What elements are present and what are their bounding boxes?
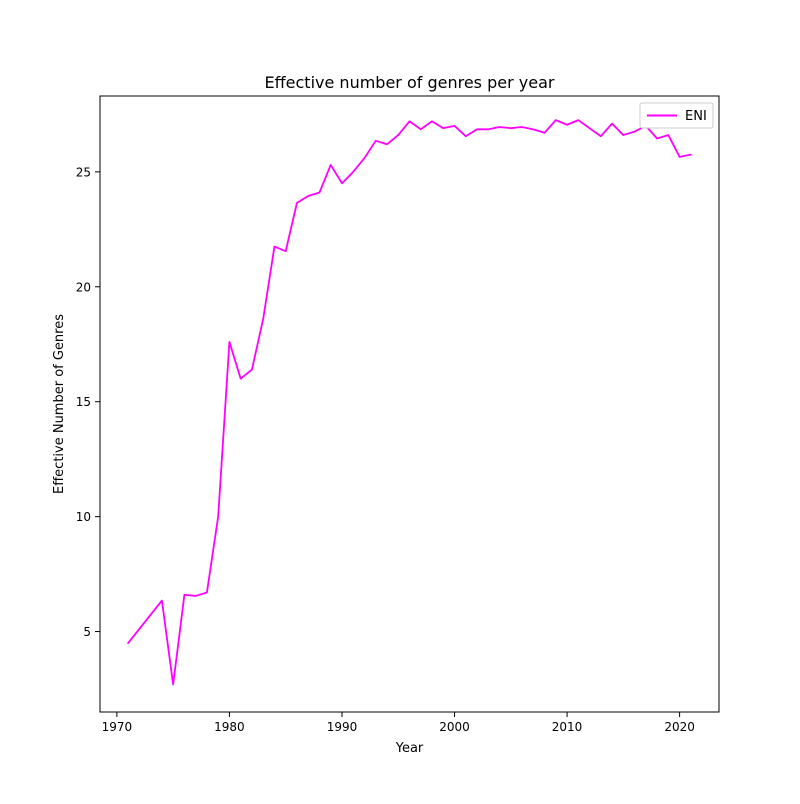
- y-tick-label: 20: [76, 280, 91, 294]
- y-tick-label: 15: [76, 395, 91, 409]
- x-tick-label: 1970: [102, 720, 133, 734]
- y-tick-label: 25: [76, 165, 91, 179]
- x-tick-label: 2020: [664, 720, 695, 734]
- series-layer: [127, 119, 692, 686]
- x-tick-label: 1990: [327, 720, 358, 734]
- y-axis: 5 10 15 20 25: [76, 165, 100, 639]
- x-axis: 1970 1980 1990 2000 2010 2020: [102, 712, 695, 734]
- y-tick-label: 5: [83, 625, 91, 639]
- x-tick-label: 2010: [552, 720, 583, 734]
- x-axis-label: Year: [395, 741, 424, 756]
- x-tick-label: 1980: [214, 720, 245, 734]
- series-line-eni: [127, 119, 692, 686]
- chart-title: Effective number of genres per year: [265, 73, 555, 92]
- y-tick-label: 10: [76, 510, 91, 524]
- y-axis-label: Effective Number of Genres: [52, 314, 67, 494]
- legend: ENI: [639, 102, 714, 129]
- plot-frame: [99, 95, 720, 713]
- x-tick-label: 2000: [439, 720, 470, 734]
- legend-label-eni: ENI: [685, 109, 707, 124]
